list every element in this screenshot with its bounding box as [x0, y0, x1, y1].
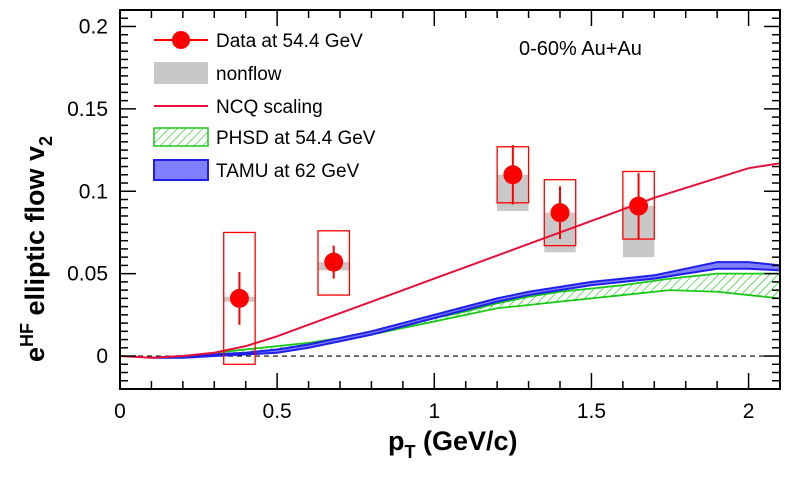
x-tick-label: 1.5	[577, 400, 606, 423]
legend-entry-data: Data at 54.4 GeV	[154, 31, 363, 52]
legend-phsd-swatch	[153, 127, 209, 147]
data-point	[324, 252, 344, 272]
data-point	[629, 196, 649, 216]
y-axis-title-main: e	[20, 347, 50, 362]
legend: Data at 54.4 GeV nonflow NCQ scaling PHS…	[153, 31, 376, 182]
y-axis-title-sub: 2	[36, 136, 56, 146]
data-sys-box	[317, 230, 351, 296]
tamu-band	[151, 261, 780, 359]
legend-label-data: Data at 54.4 GeV	[216, 31, 363, 52]
y-axis-title-rest: elliptic flow v	[20, 146, 50, 323]
x-tick-label: 2	[743, 400, 755, 423]
data-point	[229, 288, 249, 308]
y-axis-title: eHF elliptic flow v2	[17, 136, 56, 362]
data-point	[503, 165, 523, 185]
y-tick-label: 0.05	[67, 263, 108, 286]
centrality-annotation: 0-60% Au+Au	[519, 38, 642, 60]
data-sys-box	[223, 231, 256, 365]
x-tick-label: 0	[114, 400, 126, 423]
legend-entry-phsd: PHSD at 54.4 GeV	[153, 127, 376, 149]
x-axis-title: pT (GeV/c)	[388, 426, 518, 462]
legend-label-phsd: PHSD at 54.4 GeV	[216, 128, 376, 149]
legend-data-marker	[172, 31, 190, 49]
legend-entry-tamu: TAMU at 62 GeV	[153, 159, 360, 182]
legend-entry-ncq: NCQ scaling	[154, 97, 323, 118]
data-point	[550, 203, 570, 223]
x-axis-title-sub: T	[405, 442, 416, 462]
legend-nonflow-swatch	[154, 62, 208, 84]
y-tick-label: 0	[96, 345, 108, 368]
x-tick-label: 0.5	[263, 400, 292, 423]
ncq-scaling-line	[120, 162, 780, 359]
legend-label-tamu: TAMU at 62 GeV	[216, 161, 360, 182]
legend-label-nonflow: nonflow	[216, 64, 282, 85]
legend-tamu-swatch	[153, 159, 209, 181]
y-tick-label: 0.2	[79, 15, 108, 38]
data-sys-box	[543, 179, 577, 247]
legend-label-ncq: NCQ scaling	[216, 97, 323, 118]
y-axis-title-sup: HF	[17, 323, 37, 347]
y-tick-label: 0.1	[79, 180, 108, 203]
legend-entry-nonflow: nonflow	[154, 62, 282, 85]
y-tick-label: 0.15	[67, 98, 108, 121]
x-tick-label: 1	[428, 400, 440, 423]
x-axis-title-main: p	[388, 426, 405, 456]
x-axis-title-rest: (GeV/c)	[416, 426, 518, 456]
